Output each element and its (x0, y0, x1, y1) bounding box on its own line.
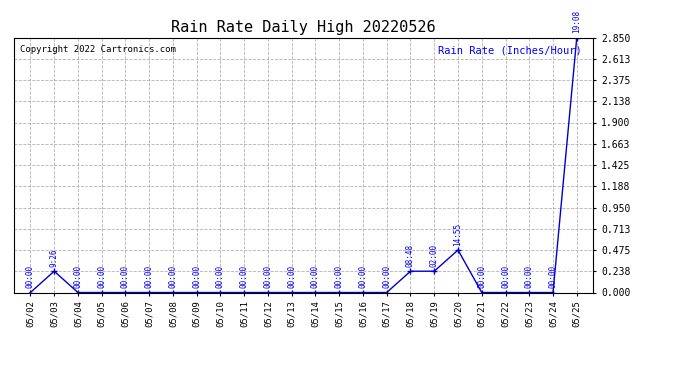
Text: 00:00: 00:00 (193, 265, 201, 288)
Text: 02:00: 02:00 (430, 244, 439, 267)
Text: 00:00: 00:00 (168, 265, 177, 288)
Text: 00:00: 00:00 (264, 265, 273, 288)
Text: 00:00: 00:00 (216, 265, 225, 288)
Text: 00:00: 00:00 (311, 265, 320, 288)
Text: 00:00: 00:00 (501, 265, 510, 288)
Title: Rain Rate Daily High 20220526: Rain Rate Daily High 20220526 (171, 20, 436, 35)
Text: Rain Rate (Inches/Hour): Rain Rate (Inches/Hour) (438, 45, 582, 55)
Text: 00:00: 00:00 (287, 265, 296, 288)
Text: 00:00: 00:00 (26, 265, 35, 288)
Text: 00:00: 00:00 (239, 265, 248, 288)
Text: 00:00: 00:00 (359, 265, 368, 288)
Text: 19:08: 19:08 (572, 10, 581, 33)
Text: 00:00: 00:00 (525, 265, 534, 288)
Text: 08:48: 08:48 (406, 244, 415, 267)
Text: Copyright 2022 Cartronics.com: Copyright 2022 Cartronics.com (19, 45, 175, 54)
Text: 9:26: 9:26 (50, 249, 59, 267)
Text: 00:00: 00:00 (549, 265, 558, 288)
Text: 00:00: 00:00 (335, 265, 344, 288)
Text: 00:00: 00:00 (477, 265, 486, 288)
Text: 00:00: 00:00 (97, 265, 106, 288)
Text: 00:00: 00:00 (121, 265, 130, 288)
Text: 00:00: 00:00 (73, 265, 82, 288)
Text: 14:55: 14:55 (453, 223, 462, 246)
Text: 00:00: 00:00 (145, 265, 154, 288)
Text: 00:00: 00:00 (382, 265, 391, 288)
